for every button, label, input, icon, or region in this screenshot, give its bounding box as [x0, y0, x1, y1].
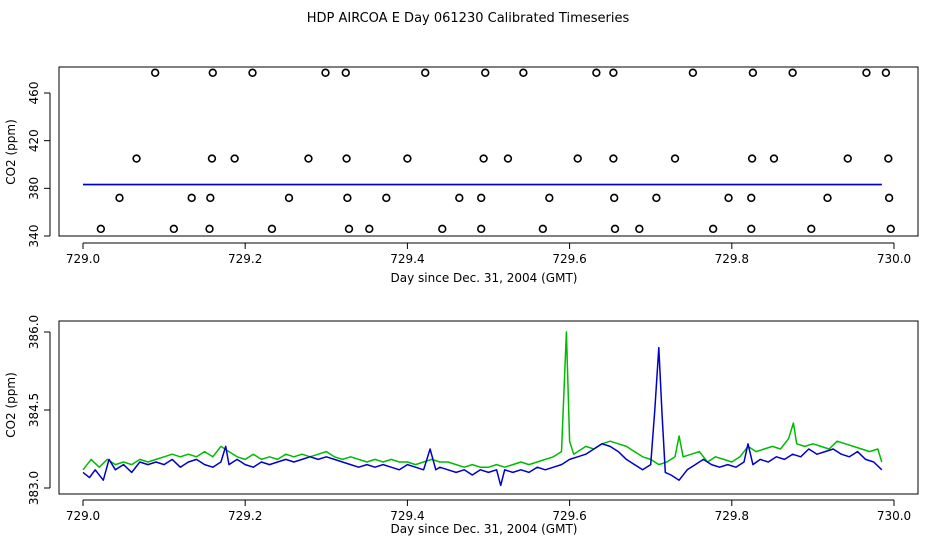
scatter-point [635, 224, 644, 234]
scatter-point [843, 154, 852, 163]
scatter-point [538, 224, 548, 234]
bottom-x-tick-label: 729.6 [552, 509, 586, 523]
scatter-point [169, 224, 179, 234]
bottom-x-tick-label: 729.8 [715, 509, 749, 523]
scatter-point [382, 193, 391, 203]
scatter-point [438, 224, 447, 234]
scatter-point [248, 68, 257, 77]
scatter-point [343, 193, 352, 203]
top-y-tick-label: 420 [27, 129, 41, 152]
scatter-point [747, 154, 757, 163]
scatter-point [403, 154, 412, 163]
scatter-point [365, 224, 374, 234]
scatter-point [208, 68, 217, 77]
chart-title: HDP AIRCOA E Day 061230 Calibrated Times… [307, 11, 630, 26]
scatter-point [230, 154, 239, 163]
top-panel: 729.0 729.2 729.4 729.6 729.8 730.0 340 380 420… [4, 66, 919, 285]
scatter-point [747, 193, 756, 203]
scatter-point [688, 68, 698, 77]
scatter-point [206, 193, 215, 203]
scatter-point [788, 68, 797, 77]
scatter-point [503, 154, 513, 163]
scatter-point [187, 193, 196, 203]
scatter-point [421, 68, 430, 77]
scatter-point [284, 193, 294, 203]
scatter-point [886, 224, 895, 234]
scatter-point [609, 68, 618, 77]
scatter-point [344, 224, 354, 234]
bottom-series-line [82, 346, 883, 487]
top-x-tick-label: 730.0 [877, 252, 911, 266]
top-y-axis: 340 380 420 460 [27, 82, 51, 248]
bottom-y-tick-label: 384.5 [27, 393, 41, 427]
scatter-point [769, 154, 779, 163]
scatter-point [267, 224, 277, 234]
bottom-y-axis: 383.0 384.5 386.0 [27, 315, 51, 505]
scatter-point [592, 68, 601, 77]
scatter-point [545, 193, 554, 203]
bottom-x-axis-label: Day since Dec. 31, 2004 (GMT) [391, 522, 578, 536]
scatter-point [150, 68, 160, 77]
bottom-x-tick-label: 729.0 [66, 509, 100, 523]
top-y-tick-label: 340 [27, 225, 41, 248]
scatter-point [724, 193, 733, 203]
bottom-series-lines [82, 331, 883, 487]
top-x-tick-label: 729.2 [228, 252, 262, 266]
scatter-point [884, 154, 893, 163]
scatter-point [807, 224, 816, 234]
scatter-point [207, 154, 217, 163]
scatter-point [205, 224, 214, 234]
scatter-point [609, 154, 618, 163]
bottom-x-tick-label: 730.0 [877, 509, 911, 523]
scatter-point [610, 193, 619, 203]
top-x-tick-label: 729.0 [66, 252, 100, 266]
top-y-tick-label: 460 [27, 82, 41, 105]
bottom-y-tick-label: 386.0 [27, 315, 41, 349]
bottom-x-tick-label: 729.2 [228, 509, 262, 523]
scatter-point [479, 154, 488, 163]
scatter-point [748, 68, 758, 77]
scatter-point [477, 193, 486, 203]
scatter-point [455, 193, 464, 203]
scatter-point [862, 68, 871, 77]
bottom-x-axis: 729.0 729.2 729.4 729.6 729.8 730.0 [66, 499, 911, 523]
scatter-point [96, 224, 106, 234]
top-x-axis-label: Day since Dec. 31, 2004 (GMT) [391, 271, 578, 285]
scatter-point [321, 68, 330, 77]
top-x-tick-label: 729.8 [715, 252, 749, 266]
scatter-point [884, 193, 894, 203]
bottom-plot-frame [58, 320, 919, 495]
top-scatter-points [96, 68, 895, 234]
top-y-tick-label: 380 [27, 177, 41, 200]
scatter-point [652, 193, 661, 203]
top-x-tick-label: 729.6 [552, 252, 586, 266]
scatter-point [481, 68, 490, 77]
scatter-point [610, 224, 620, 234]
scatter-point [573, 154, 582, 163]
scatter-point [477, 224, 486, 234]
top-y-axis-label: CO2 (ppm) [4, 119, 18, 185]
scatter-point [670, 154, 680, 163]
bottom-y-axis-label: CO2 (ppm) [4, 372, 18, 438]
scatter-point [342, 154, 351, 163]
bottom-y-tick-label: 383.0 [27, 471, 41, 505]
bottom-x-tick-label: 729.4 [390, 509, 424, 523]
top-x-axis: 729.0 729.2 729.4 729.6 729.8 730.0 [66, 242, 911, 266]
bottom-series-line [82, 331, 883, 471]
scatter-point [132, 154, 141, 163]
scatter-point [747, 224, 756, 234]
bottom-panel: 729.0 729.2 729.4 729.6 729.8 730.0 383.0 384.… [4, 315, 919, 536]
scatter-point [519, 68, 528, 77]
scatter-point [341, 68, 350, 77]
scatter-point [823, 193, 832, 203]
scatter-point [304, 154, 313, 163]
scatter-point [708, 224, 718, 234]
scatter-point [115, 193, 124, 203]
top-plot-frame [58, 66, 919, 237]
scatter-point [881, 68, 891, 77]
top-x-tick-label: 729.4 [390, 252, 424, 266]
